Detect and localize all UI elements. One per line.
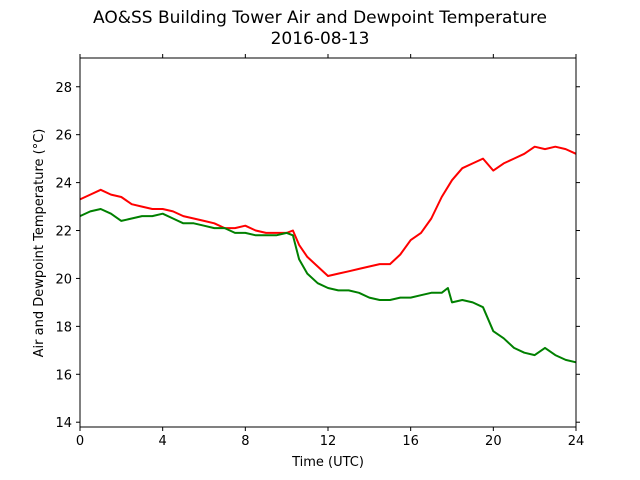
y-tick-label: 18 [55, 320, 72, 335]
x-tick-label: 0 [76, 434, 84, 449]
series-line-2 [79, 208, 577, 364]
chart-subtitle: 2016-08-13 [270, 29, 370, 49]
y-tick-label: 14 [55, 416, 72, 431]
x-tick-label: 16 [402, 434, 419, 449]
series-line-1 [79, 145, 577, 277]
plot-area-frame [79, 57, 577, 428]
x-tick-label: 20 [485, 434, 502, 449]
series-layer [79, 145, 577, 364]
y-tick-label: 26 [55, 129, 72, 144]
y-tick-label: 24 [55, 177, 72, 192]
y-tick-label: 28 [55, 81, 72, 96]
chart-title: AO&SS Building Tower Air and Dewpoint Te… [92, 8, 547, 28]
x-tick-label: 8 [241, 434, 249, 449]
y-tick-label: 22 [55, 225, 72, 240]
y-tick-label: 16 [55, 368, 72, 383]
y-tick-label: 20 [55, 272, 72, 287]
ticks-layer: 0 4 8 12 16 20 24 14 16 18 20 22 24 26 28 [55, 54, 584, 449]
y-axis-label: Air and Dewpoint Temperature (°C) [32, 129, 47, 358]
x-tick-label: 4 [159, 434, 167, 449]
x-tick-label: 24 [568, 434, 585, 449]
x-tick-label: 12 [320, 434, 337, 449]
x-axis-label: Time (UTC) [291, 455, 364, 470]
